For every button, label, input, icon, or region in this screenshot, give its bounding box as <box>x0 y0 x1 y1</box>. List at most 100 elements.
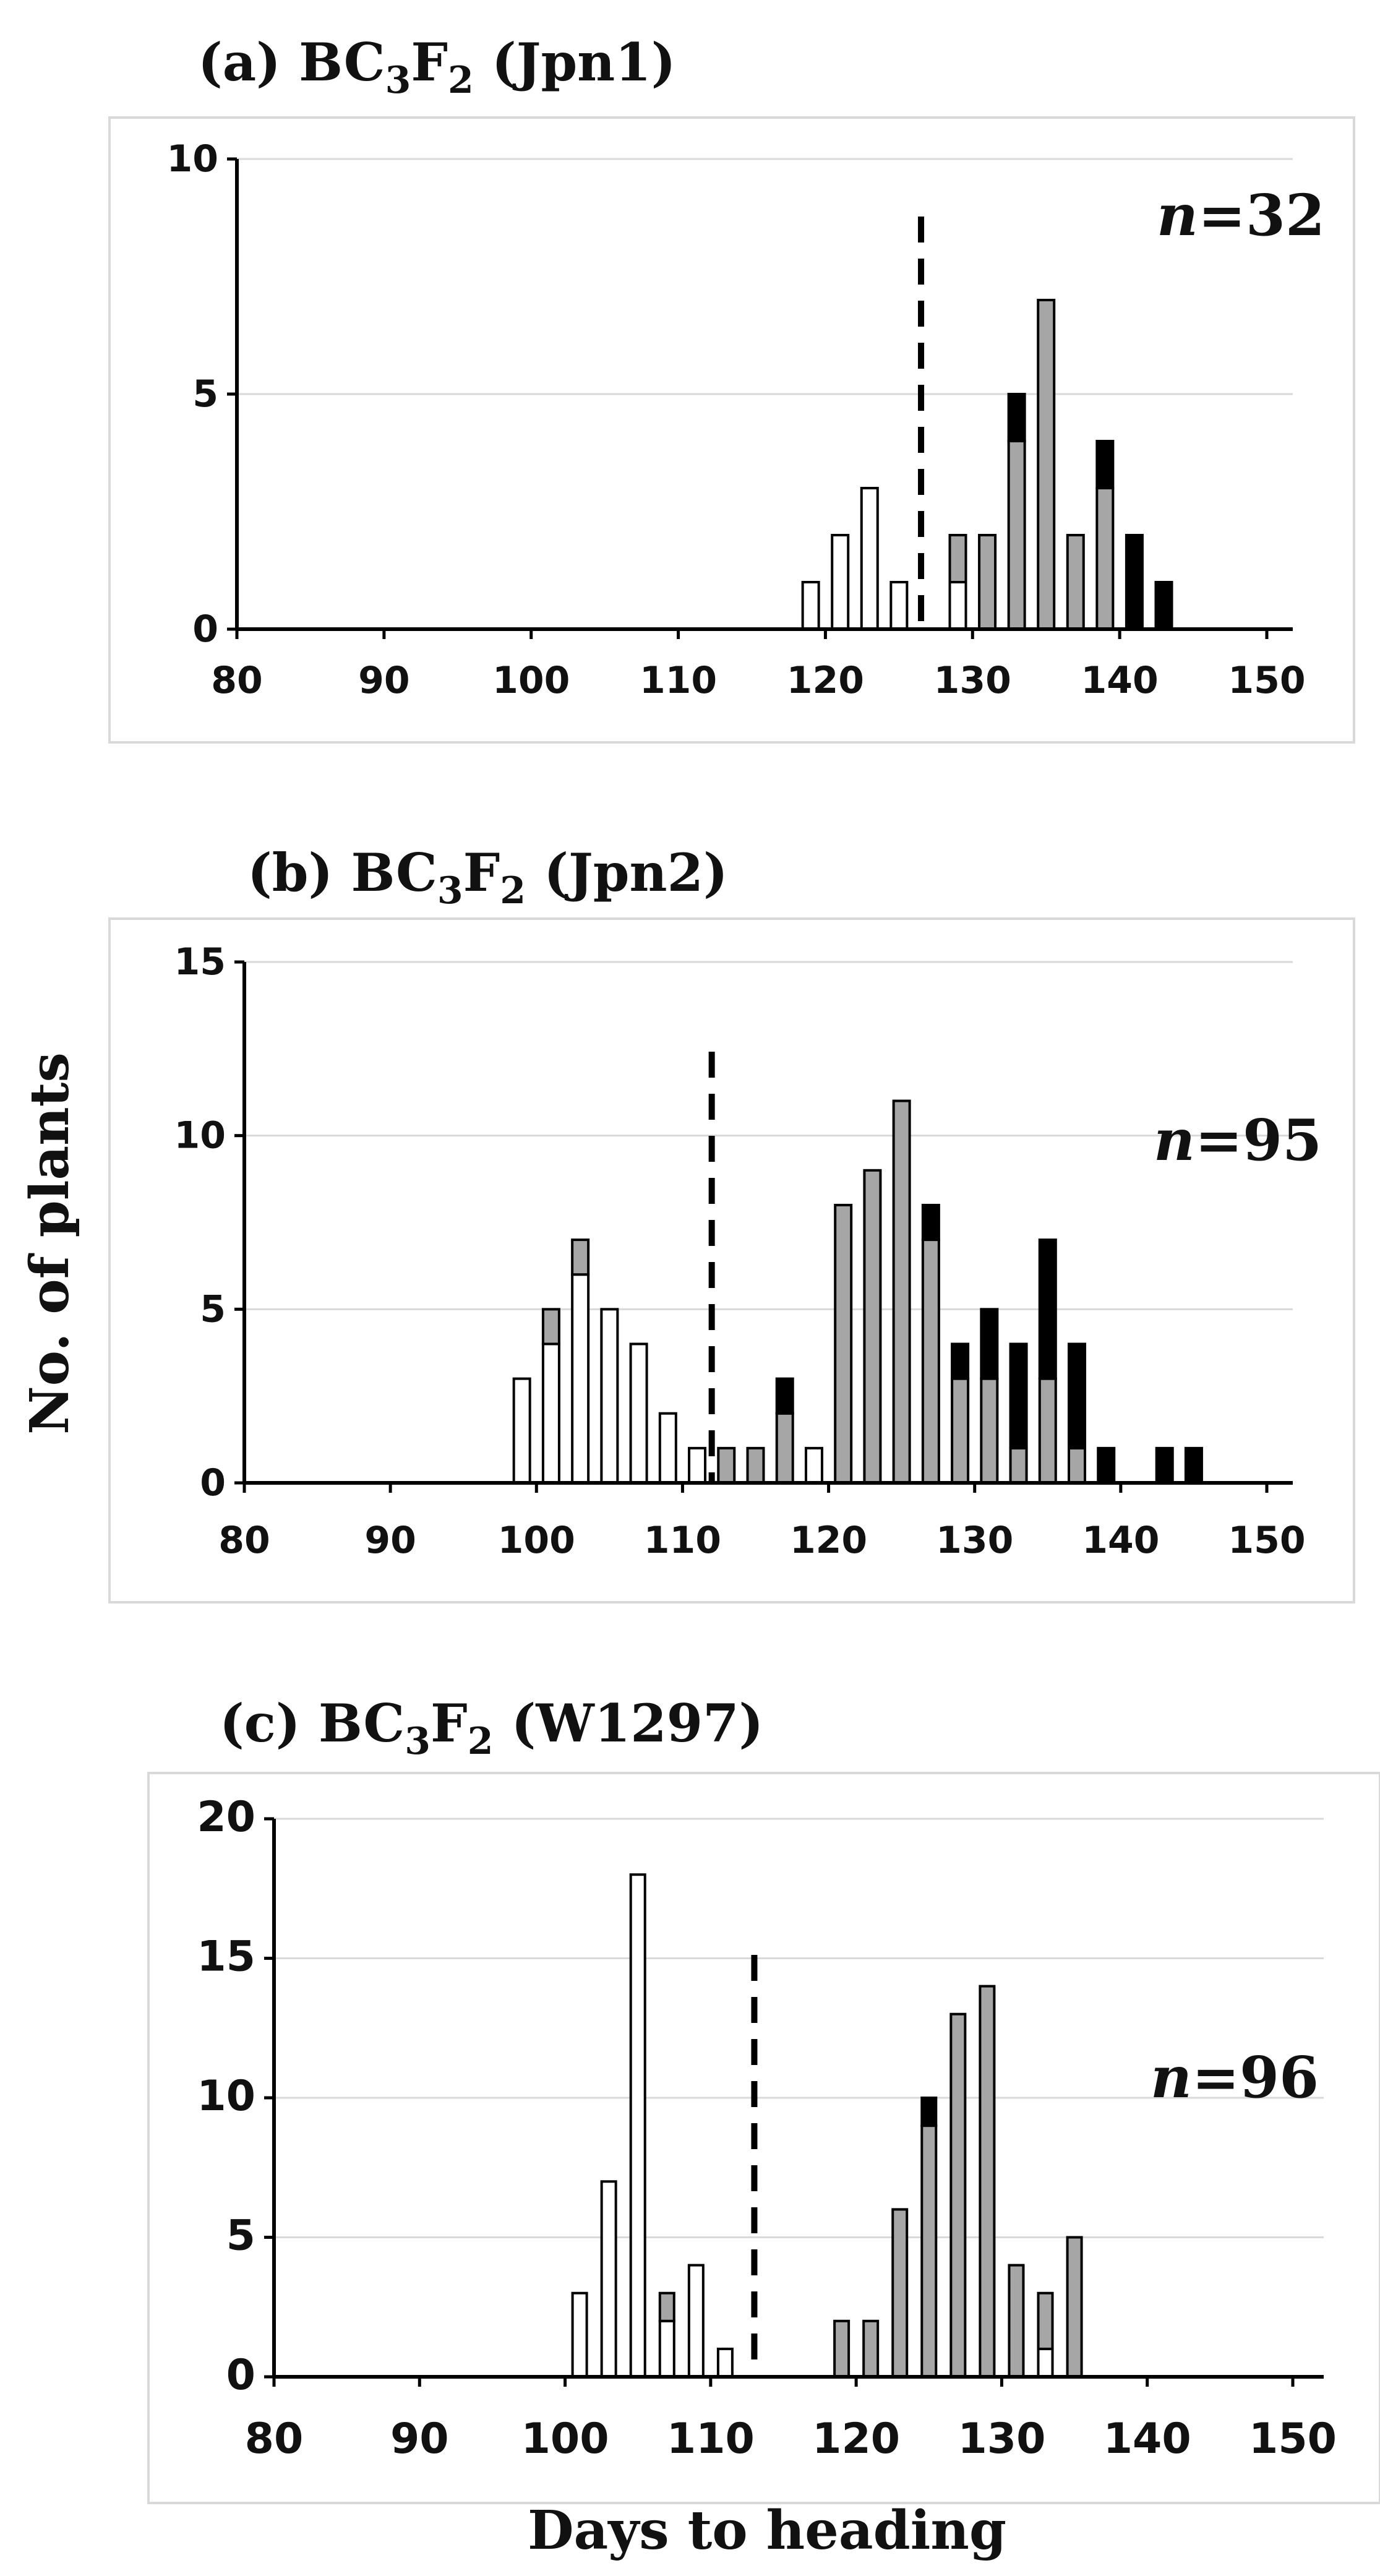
bar-segment <box>951 1377 970 1485</box>
bar-segment <box>980 1377 999 1485</box>
bar-segment <box>1008 2264 1025 2379</box>
bar-segment <box>687 2264 705 2379</box>
x-tick-label: 130 <box>934 659 1011 702</box>
y-tick-label: 0 <box>226 2351 255 2400</box>
bar-segment <box>833 2319 851 2379</box>
x-tick-label: 140 <box>1104 2415 1191 2463</box>
bar-segment <box>1154 581 1173 630</box>
bar-segment <box>600 1308 619 1484</box>
y-tick-label: 5 <box>192 372 218 416</box>
bar-segment <box>1095 440 1115 489</box>
bar-segment <box>717 1446 736 1485</box>
x-tick-label: 130 <box>936 1519 1013 1562</box>
y-axis-label: No. of plants <box>19 1052 81 1435</box>
x-tick-label: 90 <box>358 659 410 702</box>
bar-segment <box>775 1412 794 1485</box>
bar-segment <box>716 2347 734 2378</box>
y-tick-label: 5 <box>200 1287 226 1331</box>
bar-segment <box>658 1412 677 1485</box>
bar-segment <box>571 1239 590 1276</box>
x-tick-label: 140 <box>1081 659 1159 702</box>
x-tick-label: 150 <box>1228 1519 1305 1562</box>
y-tick-label: 10 <box>167 137 219 181</box>
bar-segment <box>1037 2347 1054 2378</box>
bar-segment <box>571 1273 590 1484</box>
bar-segment <box>834 1203 853 1485</box>
bar-segment <box>1155 1446 1174 1485</box>
bar-segment <box>980 1308 999 1380</box>
x-tick-label: 120 <box>787 659 864 702</box>
bar-segment <box>889 581 909 630</box>
bar-segment <box>1066 534 1085 630</box>
x-axis-label: Days to heading <box>528 2499 1006 2562</box>
x-tick-label: 140 <box>1082 1519 1159 1562</box>
bar-segment <box>921 1239 940 1484</box>
panel-a-n-label: n=32 <box>1157 182 1325 249</box>
bar-segment <box>804 1446 823 1485</box>
y-tick-label: 15 <box>197 1933 255 1981</box>
bar-segment <box>948 581 967 630</box>
x-tick-label: 100 <box>498 1519 575 1562</box>
bar-segment <box>512 1377 531 1485</box>
bar-segment <box>629 1873 646 2378</box>
bar-segment <box>831 534 850 630</box>
bar-segment <box>863 1169 882 1485</box>
bar-segment <box>1038 1377 1057 1485</box>
y-tick-label: 5 <box>226 2212 255 2260</box>
x-tick-label: 150 <box>1249 2415 1337 2463</box>
x-tick-label: 110 <box>644 1519 721 1562</box>
bar-segment <box>1007 440 1026 630</box>
panel-c-plot: 0 5 10 15 20 80 90 100 110 120 130 140 150 <box>197 1793 1337 2463</box>
x-tick-label: 80 <box>211 659 263 702</box>
bar-segment <box>541 1342 560 1484</box>
bar-segment <box>571 2291 588 2378</box>
x-tick-label: 80 <box>218 1519 270 1562</box>
bar-segment <box>1184 1446 1203 1485</box>
bar-segment <box>629 1342 648 1484</box>
bar-segment <box>600 2180 617 2379</box>
bar-segment <box>775 1377 794 1415</box>
bar-segment <box>746 1446 765 1485</box>
bar-segment <box>862 2319 880 2379</box>
panel-a-frame <box>108 116 1355 744</box>
y-tick-label: 0 <box>192 608 218 651</box>
bar-segment <box>1066 2236 1083 2378</box>
panel-b-title: (b) BC3F2 (Jpn2) <box>247 842 728 912</box>
panel-b-n-label: n=95 <box>1154 1107 1322 1174</box>
panel-a-plot: 0 5 10 80 90 100 110 120 130 140 150 <box>167 137 1306 702</box>
bar-segment <box>688 1446 707 1485</box>
bar-segment <box>1125 534 1144 630</box>
y-tick-label: 15 <box>174 940 226 984</box>
panel-a: (a) BC3F2 (Jpn1) 0 5 10 80 90 100 110 120 130 140… <box>108 32 1355 744</box>
bar-segment <box>860 487 879 630</box>
panel-b: (b) BC3F2 (Jpn2) 0 5 10 15 80 90 100 110 120 130 1… <box>108 842 1355 1604</box>
bar-segment <box>1009 1342 1028 1449</box>
x-tick-label: 110 <box>667 2415 755 2463</box>
bar-segment <box>541 1308 560 1346</box>
bar-segment <box>1009 1446 1028 1485</box>
bar-segment <box>1097 1446 1116 1485</box>
x-tick-label: 100 <box>492 659 570 702</box>
bar-segment <box>1038 1239 1057 1380</box>
x-tick-label: 90 <box>390 2415 449 2463</box>
panel-c-frame <box>147 1772 1380 2504</box>
panel-c-n-label: n=96 <box>1151 2044 1319 2111</box>
panel-c-title: (c) BC3F2 (W1297) <box>220 1693 763 1763</box>
bar-segment <box>658 2291 675 2322</box>
panel-b-frame <box>108 917 1355 1604</box>
x-tick-label: 80 <box>245 2415 304 2463</box>
bar-segment <box>1007 393 1026 442</box>
bar-segment <box>1037 2291 1054 2350</box>
bar-segment <box>1068 1446 1087 1485</box>
bar-segment <box>979 1985 996 2379</box>
bar-segment <box>951 1342 970 1380</box>
panel-c: (c) BC3F2 (W1297) 0 5 10 15 20 80 90 100 110 120 1… <box>147 1693 1380 2504</box>
bar-segment <box>920 2124 938 2379</box>
bar-segment <box>801 581 820 630</box>
x-tick-label: 120 <box>812 2415 900 2463</box>
x-tick-label: 110 <box>640 659 717 702</box>
bar-segment <box>1037 299 1056 630</box>
x-tick-label: 150 <box>1228 659 1305 702</box>
x-tick-label: 100 <box>521 2415 609 2463</box>
